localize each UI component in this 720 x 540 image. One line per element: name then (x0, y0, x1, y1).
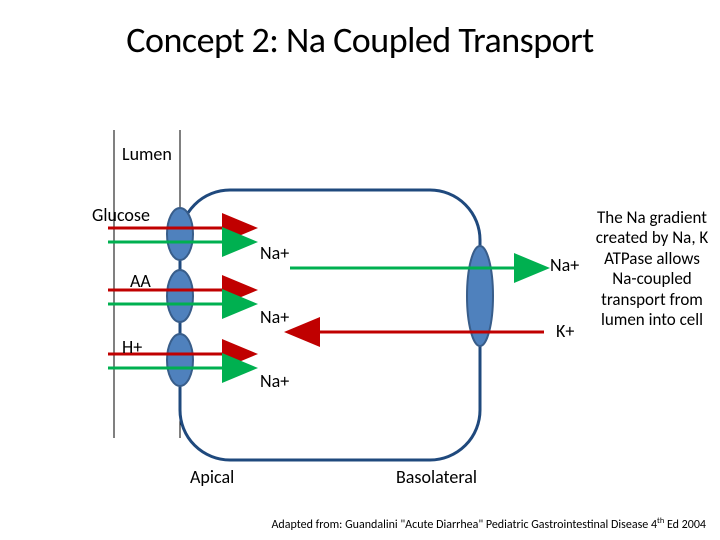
label-glucose: Glucose (92, 204, 150, 226)
label-na-2: Na+ (260, 306, 289, 328)
sidenote: The Na gradient created by Na, K ATPase … (594, 208, 710, 330)
label-na-3: Na+ (260, 370, 289, 392)
label-k: K+ (556, 320, 574, 342)
citation-suffix: Ed 2004 (664, 518, 706, 532)
transporter-h (167, 334, 193, 386)
citation-prefix: Adapted from: Guandalini "Acute Diarrhea… (271, 518, 657, 532)
label-aa: AA (130, 270, 151, 292)
transporter-glucose (167, 208, 193, 260)
label-apical: Apical (190, 466, 234, 488)
citation: Adapted from: Guandalini "Acute Diarrhea… (271, 516, 706, 532)
label-lumen: Lumen (122, 143, 172, 165)
label-h: H+ (122, 336, 142, 358)
label-na-1: Na+ (260, 242, 289, 264)
label-basolateral: Basolateral (396, 466, 477, 488)
transporter-aa (167, 270, 193, 322)
cell-membrane (180, 190, 480, 460)
label-na-out: Na+ (550, 254, 579, 276)
